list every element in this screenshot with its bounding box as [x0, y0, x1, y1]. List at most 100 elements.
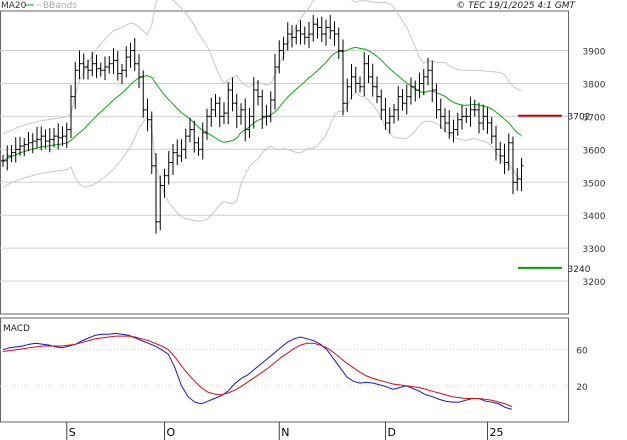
x-tick-label: D — [388, 426, 396, 439]
ohlc-bar — [200, 122, 205, 160]
ohlc-bar — [162, 168, 167, 198]
ohlc-bar — [438, 98, 443, 129]
ohlc-bar — [179, 139, 184, 162]
support-label: 3240 — [568, 265, 591, 275]
ohlc-bar — [370, 63, 375, 97]
x-tick-label: N — [281, 426, 289, 439]
bollinger-bands — [2, 0, 522, 222]
ohlc-bar — [86, 59, 90, 80]
ohlc-bar — [81, 53, 86, 80]
price-tick-label: 3700 — [583, 113, 606, 123]
ohlc-bar — [515, 168, 520, 191]
ohlc-bar — [73, 61, 78, 109]
macd-panel-title: MACD — [3, 324, 30, 334]
ohlc-bar — [26, 131, 31, 152]
ohlc-bar — [69, 85, 73, 139]
ohlc-bar — [158, 175, 163, 231]
ohlc-bar — [460, 104, 464, 130]
ohlc-bar — [256, 80, 260, 106]
price-tick-label: 3300 — [583, 245, 606, 255]
macd-tick-label: 20 — [576, 383, 588, 393]
ohlc-bar — [494, 125, 498, 161]
ohlc-bar — [277, 40, 282, 74]
ohlc-bar — [77, 50, 82, 80]
ohlc-bar — [52, 127, 56, 148]
ohlc-bar — [294, 24, 299, 45]
ohlc-bar — [328, 14, 333, 39]
ohlc-bar — [298, 20, 303, 45]
macd-panel-frame — [0, 317, 569, 423]
ohlc-bar — [268, 91, 273, 123]
ohlc-bar — [209, 97, 214, 127]
ohlc-bar — [281, 36, 286, 61]
macd-signal-line — [2, 335, 513, 408]
ohlc-bar — [319, 16, 324, 42]
ohlc-bar — [137, 54, 141, 89]
ohlc-bar — [315, 17, 320, 39]
ohlc-bar — [103, 56, 107, 81]
ohlc-bar — [13, 137, 18, 163]
ohlc-bar — [426, 57, 430, 86]
ohlc-bar — [5, 145, 10, 171]
ohlc-bar — [141, 70, 146, 118]
ohlc-bar — [477, 102, 481, 134]
ohlc-bar — [196, 136, 201, 156]
ohlc-bar — [247, 108, 252, 139]
ohlc-bar — [413, 80, 418, 102]
ohlc-bar — [362, 52, 367, 97]
ohlc-bar — [336, 27, 341, 60]
ohlc-bar — [379, 89, 384, 121]
ohlc-bar — [98, 62, 103, 77]
bb-legend-label: BBands — [43, 1, 77, 11]
price-tick-label: 3400 — [583, 212, 606, 222]
ohlc-bar — [149, 111, 154, 175]
price-panel-frame — [0, 10, 569, 315]
ohlc-bar — [472, 99, 477, 117]
ohlc-bar — [290, 25, 294, 48]
ohlc-bar — [205, 108, 209, 140]
ohlc-bar — [421, 68, 426, 96]
ohlc-bar — [192, 120, 197, 153]
price-tick-label: 3900 — [583, 48, 606, 58]
copyright-text: © TEC 19/1/2025 4:1 GMT — [456, 1, 576, 11]
ohlc-bar — [132, 38, 137, 72]
ohlc-bar — [404, 84, 409, 115]
ohlc-bar — [39, 126, 44, 151]
ohlc-bar — [341, 39, 345, 116]
ohlc-bar — [47, 128, 52, 153]
ohlc-bar — [332, 21, 337, 46]
ohlc-bar — [30, 133, 35, 154]
ohlc-bar — [392, 103, 396, 124]
ohlc-bar — [183, 128, 188, 159]
ohlc-bar — [502, 143, 507, 175]
ohlc-bar — [243, 98, 248, 142]
ohlc-bar — [251, 77, 256, 129]
ohlc-bar — [285, 22, 290, 51]
ohlc-bar — [234, 93, 239, 128]
ohlc-bar — [188, 117, 192, 143]
ohlc-bar — [498, 141, 503, 164]
ohlc-bar — [154, 152, 158, 234]
ohlc-bar — [349, 64, 354, 100]
ohlc-bar — [145, 98, 150, 132]
macd-line — [2, 332, 513, 410]
ohlc-bar — [396, 86, 401, 121]
ohlc-bar — [239, 103, 243, 125]
ohlc-bar — [345, 78, 350, 113]
ohlc-bar — [366, 55, 371, 84]
ohlc-bar — [60, 126, 65, 147]
ohlc-bar — [511, 136, 515, 195]
ohlc-bar — [226, 82, 231, 125]
ohlc-bar — [506, 133, 511, 171]
x-tick-label: 25 — [490, 426, 504, 439]
ohlc-bar — [128, 42, 133, 68]
ohlc-bar — [273, 53, 277, 110]
ohlc-bar — [447, 110, 452, 139]
ohlc-bar — [166, 150, 171, 185]
ohlc-bar — [111, 48, 116, 74]
x-tick-label: S — [69, 426, 76, 439]
bollinger-upper — [2, 0, 522, 135]
macd-tick-label: 60 — [576, 347, 588, 357]
price-tick-label: 3200 — [583, 278, 606, 288]
